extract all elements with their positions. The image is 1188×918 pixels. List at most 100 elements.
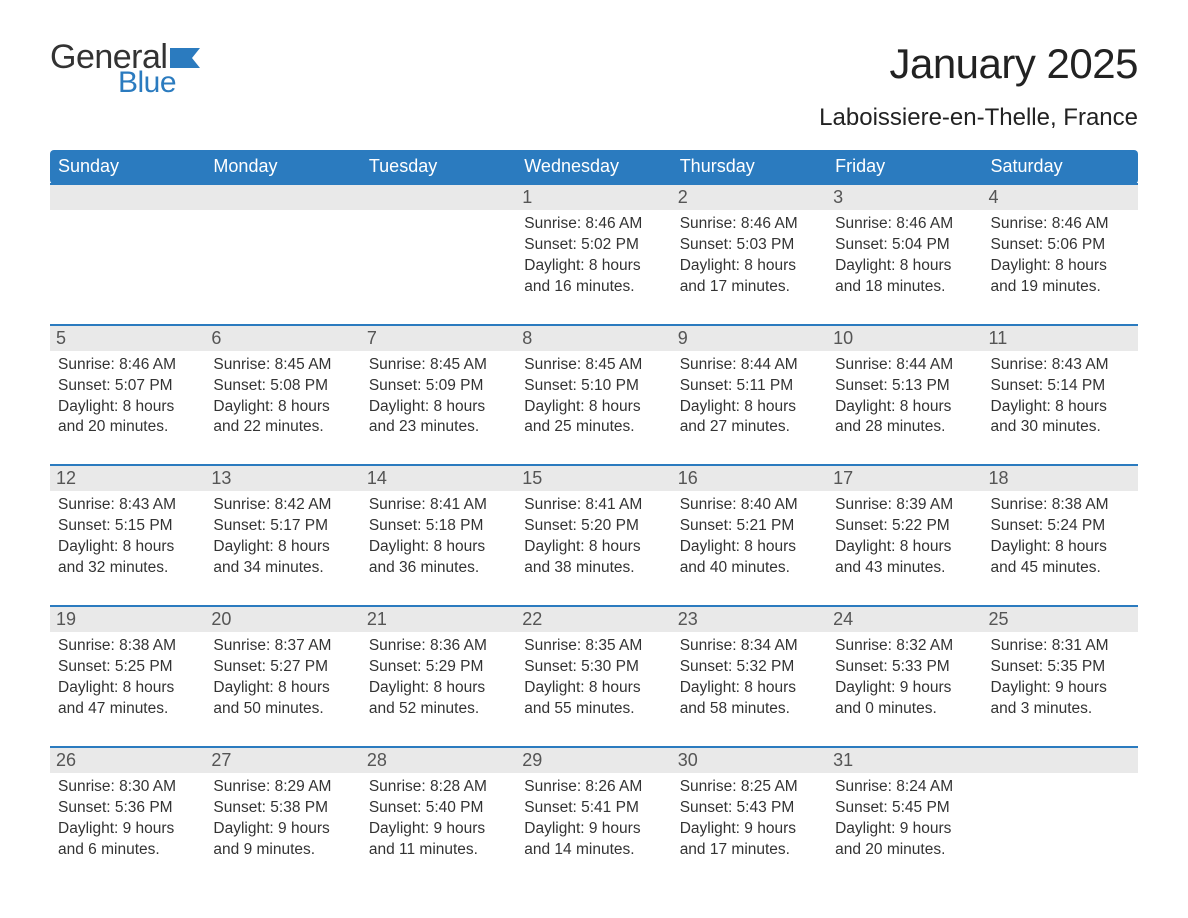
day-cell: 25 Sunrise: 8:31 AMSunset: 5:35 PMDayligh… bbox=[983, 606, 1138, 747]
sunrise-text: Sunrise: 8:44 AM bbox=[835, 355, 974, 376]
sunrise-text: Sunrise: 8:46 AM bbox=[680, 214, 819, 235]
day-info: Sunrise: 8:39 AMSunset: 5:22 PMDaylight:… bbox=[835, 495, 974, 579]
day-number: 4 bbox=[983, 185, 1138, 210]
day-number: 1 bbox=[516, 185, 671, 210]
sunset-text: Sunset: 5:07 PM bbox=[58, 376, 197, 397]
sunrise-text: Sunrise: 8:44 AM bbox=[680, 355, 819, 376]
sunset-text: Sunset: 5:21 PM bbox=[680, 516, 819, 537]
day-cell: 22Sunrise: 8:35 AMSunset: 5:30 PMDayligh… bbox=[516, 606, 671, 747]
day-info: Sunrise: 8:37 AMSunset: 5:27 PMDaylight:… bbox=[213, 636, 352, 720]
day-info: Sunrise: 8:29 AMSunset: 5:38 PMDaylight:… bbox=[213, 777, 352, 861]
daylight-text: Daylight: 9 hours and 17 minutes. bbox=[680, 819, 819, 861]
sunset-text: Sunset: 5:06 PM bbox=[991, 235, 1130, 256]
sunrise-text: Sunrise: 8:29 AM bbox=[213, 777, 352, 798]
week-row: 1Sunrise: 8:46 AMSunset: 5:02 PMDaylight… bbox=[50, 184, 1138, 325]
day-cell: 28Sunrise: 8:28 AMSunset: 5:40 PMDayligh… bbox=[361, 747, 516, 887]
day-cell: 26Sunrise: 8:30 AMSunset: 5:36 PMDayligh… bbox=[50, 747, 205, 887]
location-subtitle: Laboissiere-en-Thelle, France bbox=[50, 104, 1138, 132]
day-info: Sunrise: 8:25 AMSunset: 5:43 PMDaylight:… bbox=[680, 777, 819, 861]
day-cell: 24 Sunrise: 8:32 AMSunset: 5:33 PMDayligh… bbox=[827, 606, 982, 747]
sunrise-text: Sunrise: 8:26 AM bbox=[524, 777, 663, 798]
day-info: Sunrise: 8:36 AMSunset: 5:29 PMDaylight:… bbox=[369, 636, 508, 720]
col-tuesday: Tuesday bbox=[361, 150, 516, 184]
day-cell: 7Sunrise: 8:45 AMSunset: 5:09 PMDaylight… bbox=[361, 325, 516, 466]
day-cell: 5Sunrise: 8:46 AMSunset: 5:07 PMDaylight… bbox=[50, 325, 205, 466]
col-thursday: Thursday bbox=[672, 150, 827, 184]
logo: General Blue bbox=[50, 40, 200, 98]
sunset-text: Sunset: 5:13 PM bbox=[835, 376, 974, 397]
sunrise-text: Sunrise: 8:46 AM bbox=[991, 214, 1130, 235]
day-cell bbox=[983, 747, 1138, 887]
day-info: Sunrise: 8:46 AMSunset: 5:07 PMDaylight:… bbox=[58, 355, 197, 439]
day-info: Sunrise: 8:46 AMSunset: 5:06 PMDaylight:… bbox=[991, 214, 1130, 298]
sunrise-text: Sunrise: 8:46 AM bbox=[835, 214, 974, 235]
day-info: Sunrise: 8:44 AMSunset: 5:13 PMDaylight:… bbox=[835, 355, 974, 439]
day-info: Sunrise: 8:34 AMSunset: 5:32 PMDaylight:… bbox=[680, 636, 819, 720]
daylight-text: Daylight: 8 hours and 55 minutes. bbox=[524, 678, 663, 720]
day-number bbox=[983, 748, 1138, 773]
sunset-text: Sunset: 5:11 PM bbox=[680, 376, 819, 397]
day-cell: 21Sunrise: 8:36 AMSunset: 5:29 PMDayligh… bbox=[361, 606, 516, 747]
day-cell: 15Sunrise: 8:41 AMSunset: 5:20 PMDayligh… bbox=[516, 465, 671, 606]
day-number: 28 bbox=[361, 748, 516, 773]
sunset-text: Sunset: 5:27 PM bbox=[213, 657, 352, 678]
day-info: Sunrise: 8:41 AMSunset: 5:20 PMDaylight:… bbox=[524, 495, 663, 579]
daylight-text: Daylight: 8 hours and 36 minutes. bbox=[369, 537, 508, 579]
day-info: Sunrise: 8:32 AMSunset: 5:33 PMDaylight:… bbox=[835, 636, 974, 720]
col-saturday: Saturday bbox=[983, 150, 1138, 184]
day-cell: 3Sunrise: 8:46 AMSunset: 5:04 PMDaylight… bbox=[827, 184, 982, 325]
day-cell: 12Sunrise: 8:43 AMSunset: 5:15 PMDayligh… bbox=[50, 465, 205, 606]
sunset-text: Sunset: 5:15 PM bbox=[58, 516, 197, 537]
sunset-text: Sunset: 5:25 PM bbox=[58, 657, 197, 678]
day-number: 20 bbox=[205, 607, 360, 632]
day-number: 6 bbox=[205, 326, 360, 351]
day-info: Sunrise: 8:30 AMSunset: 5:36 PMDaylight:… bbox=[58, 777, 197, 861]
day-number: 11 bbox=[983, 326, 1138, 351]
day-cell bbox=[50, 184, 205, 325]
day-number: 30 bbox=[672, 748, 827, 773]
day-cell: 2Sunrise: 8:46 AMSunset: 5:03 PMDaylight… bbox=[672, 184, 827, 325]
day-number: 25 bbox=[983, 607, 1138, 632]
day-info: Sunrise: 8:26 AMSunset: 5:41 PMDaylight:… bbox=[524, 777, 663, 861]
day-info: Sunrise: 8:31 AMSunset: 5:35 PMDaylight:… bbox=[991, 636, 1130, 720]
daylight-text: Daylight: 8 hours and 28 minutes. bbox=[835, 397, 974, 439]
day-number: 10 bbox=[827, 326, 982, 351]
day-cell: 20 Sunrise: 8:37 AMSunset: 5:27 PMDayligh… bbox=[205, 606, 360, 747]
day-cell: 4 Sunrise: 8:46 AMSunset: 5:06 PMDaylight… bbox=[983, 184, 1138, 325]
daylight-text: Daylight: 8 hours and 22 minutes. bbox=[213, 397, 352, 439]
sunrise-text: Sunrise: 8:40 AM bbox=[680, 495, 819, 516]
sunrise-text: Sunrise: 8:45 AM bbox=[369, 355, 508, 376]
daylight-text: Daylight: 8 hours and 47 minutes. bbox=[58, 678, 197, 720]
sunset-text: Sunset: 5:33 PM bbox=[835, 657, 974, 678]
day-cell: 19Sunrise: 8:38 AMSunset: 5:25 PMDayligh… bbox=[50, 606, 205, 747]
day-info: Sunrise: 8:45 AMSunset: 5:08 PMDaylight:… bbox=[213, 355, 352, 439]
day-number bbox=[361, 185, 516, 210]
sunrise-text: Sunrise: 8:42 AM bbox=[213, 495, 352, 516]
day-number: 3 bbox=[827, 185, 982, 210]
sunset-text: Sunset: 5:43 PM bbox=[680, 798, 819, 819]
sunset-text: Sunset: 5:14 PM bbox=[991, 376, 1130, 397]
day-number: 16 bbox=[672, 466, 827, 491]
sunrise-text: Sunrise: 8:30 AM bbox=[58, 777, 197, 798]
day-info: Sunrise: 8:40 AMSunset: 5:21 PMDaylight:… bbox=[680, 495, 819, 579]
sunset-text: Sunset: 5:02 PM bbox=[524, 235, 663, 256]
day-cell: 11Sunrise: 8:43 AMSunset: 5:14 PMDayligh… bbox=[983, 325, 1138, 466]
day-number: 8 bbox=[516, 326, 671, 351]
sunrise-text: Sunrise: 8:32 AM bbox=[835, 636, 974, 657]
day-info: Sunrise: 8:45 AMSunset: 5:09 PMDaylight:… bbox=[369, 355, 508, 439]
day-number: 29 bbox=[516, 748, 671, 773]
daylight-text: Daylight: 9 hours and 6 minutes. bbox=[58, 819, 197, 861]
sunrise-text: Sunrise: 8:45 AM bbox=[524, 355, 663, 376]
column-header-row: Sunday Monday Tuesday Wednesday Thursday… bbox=[50, 150, 1138, 184]
sunset-text: Sunset: 5:36 PM bbox=[58, 798, 197, 819]
sunrise-text: Sunrise: 8:36 AM bbox=[369, 636, 508, 657]
day-cell bbox=[361, 184, 516, 325]
day-info: Sunrise: 8:41 AMSunset: 5:18 PMDaylight:… bbox=[369, 495, 508, 579]
daylight-text: Daylight: 8 hours and 40 minutes. bbox=[680, 537, 819, 579]
day-cell: 31Sunrise: 8:24 AMSunset: 5:45 PMDayligh… bbox=[827, 747, 982, 887]
day-number: 24 bbox=[827, 607, 982, 632]
day-cell: 6 Sunrise: 8:45 AMSunset: 5:08 PMDaylight… bbox=[205, 325, 360, 466]
col-monday: Monday bbox=[205, 150, 360, 184]
day-cell: 27Sunrise: 8:29 AMSunset: 5:38 PMDayligh… bbox=[205, 747, 360, 887]
day-info: Sunrise: 8:44 AMSunset: 5:11 PMDaylight:… bbox=[680, 355, 819, 439]
